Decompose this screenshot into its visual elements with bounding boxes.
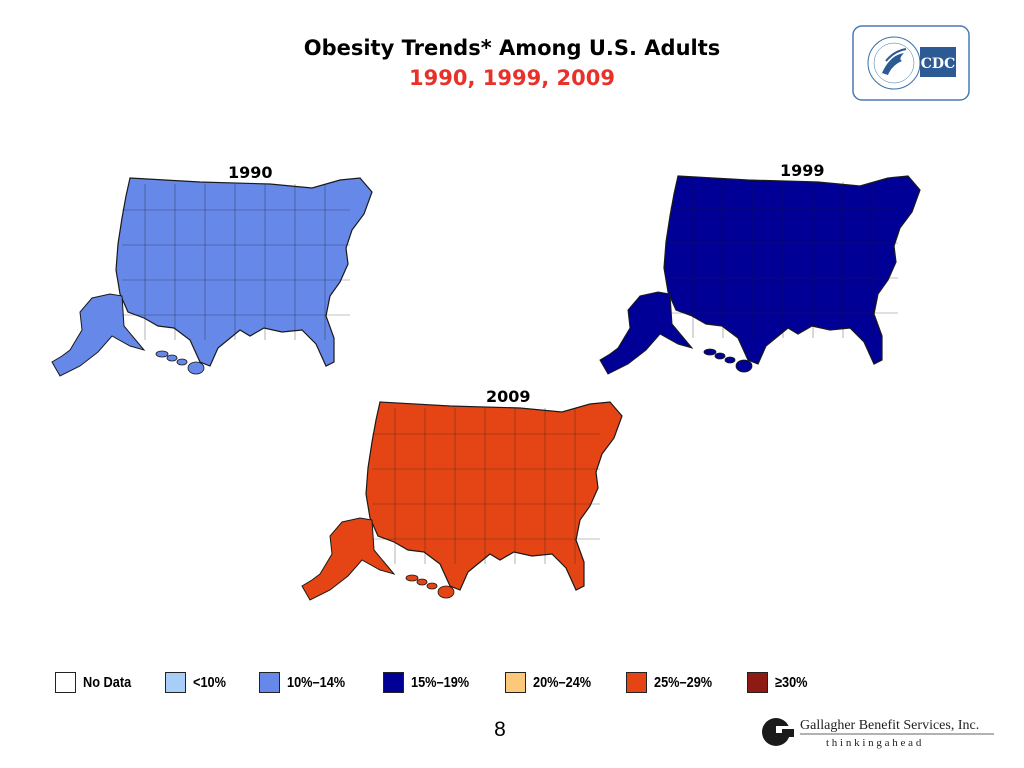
legend-label: 20%–24% <box>533 674 592 691</box>
legend-swatch <box>55 672 76 693</box>
hawaii-island <box>703 348 717 356</box>
hawaii-island <box>735 359 753 373</box>
gallagher-tagline: t h i n k i n g a h e a d <box>826 737 922 749</box>
hawaii-island <box>155 350 169 358</box>
hawaii-island <box>426 582 438 590</box>
hawaii-island <box>166 354 178 362</box>
hawaii-island <box>176 358 188 366</box>
map-shapes <box>301 401 623 601</box>
map-year-label: 1999 <box>780 161 825 180</box>
alaska-shape <box>301 517 396 601</box>
map-shapes <box>51 177 373 377</box>
map-year-label: 1990 <box>228 163 273 182</box>
us-map-1990 <box>51 177 373 377</box>
hawaii-island <box>416 578 428 586</box>
slide-title: Obesity Trends* Among U.S. Adults <box>303 36 721 60</box>
mainland-shape <box>663 175 921 365</box>
hawaii-island <box>405 574 419 582</box>
legend-swatch <box>505 672 526 693</box>
mainland-shape <box>115 177 373 367</box>
legend-swatch <box>626 672 647 693</box>
legend-swatch <box>165 672 186 693</box>
hawaii-island <box>437 585 455 599</box>
legend-label: <10% <box>193 674 226 691</box>
alaska-shape <box>51 293 146 377</box>
mainland-shape <box>365 401 623 591</box>
us-map-2009 <box>301 401 623 601</box>
legend-label: No Data <box>83 674 132 691</box>
legend-label: ≥30% <box>775 674 808 691</box>
slide-subtitle: 1990, 1999, 2009 <box>409 66 615 90</box>
gallagher-name: Gallagher Benefit Services, Inc. <box>800 718 979 733</box>
map-year-label: 2009 <box>486 387 531 406</box>
page-number: 8 <box>494 718 506 741</box>
alaska-shape <box>599 291 694 375</box>
legend-label: 10%–14% <box>287 674 346 691</box>
legend-label: 15%–19% <box>411 674 470 691</box>
legend-swatch <box>383 672 404 693</box>
cdc-logo: CDC <box>852 25 970 101</box>
hawaii-island <box>714 352 726 360</box>
us-map-1999 <box>599 175 921 375</box>
map-shapes <box>599 175 921 375</box>
gallagher-logo: Gallagher Benefit Services, Inc. t h i n… <box>762 718 994 749</box>
hawaii-island <box>187 361 205 375</box>
legend-label: 25%–29% <box>654 674 713 691</box>
legend-swatch <box>747 672 768 693</box>
hawaii-island <box>724 356 736 364</box>
legend-swatch <box>259 672 280 693</box>
cdc-logo-text: CDC <box>921 56 955 72</box>
